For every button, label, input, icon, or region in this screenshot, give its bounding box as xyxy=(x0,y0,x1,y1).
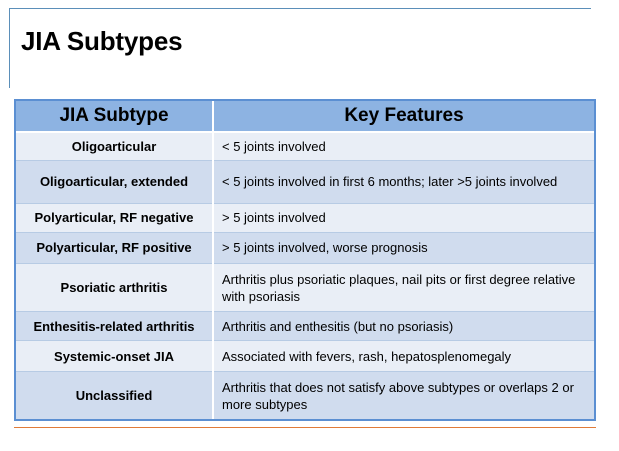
jia-subtypes-table: JIA Subtype Key Features Oligoarticular … xyxy=(14,99,596,421)
table-row: Oligoarticular, extended < 5 joints invo… xyxy=(16,159,594,204)
subtype-cell: Polyarticular, RF positive xyxy=(16,231,213,264)
table-row: Polyarticular, RF positive > 5 joints in… xyxy=(16,231,594,264)
subtype-cell: Systemic-onset JIA xyxy=(16,340,213,372)
slide-title: JIA Subtypes xyxy=(21,26,183,56)
title-frame-top-line xyxy=(9,8,591,9)
table-row: Unclassified Arthritis that does not sat… xyxy=(16,371,594,419)
subtype-cell: Enthesitis-related arthritis xyxy=(16,311,213,341)
table-row: Oligoarticular < 5 joints involved xyxy=(16,131,594,161)
column-header-subtype: JIA Subtype xyxy=(16,101,213,133)
subtype-cell: Oligoarticular xyxy=(16,131,213,161)
features-cell: Arthritis and enthesitis (but no psorias… xyxy=(212,311,594,341)
table-header-row: JIA Subtype Key Features xyxy=(16,101,594,133)
subtype-cell: Unclassified xyxy=(16,371,213,419)
bottom-accent-line xyxy=(14,427,596,428)
subtype-cell: Oligoarticular, extended xyxy=(16,159,213,204)
features-cell: > 5 joints involved, worse prognosis xyxy=(212,231,594,264)
features-cell: Arthritis plus psoriatic plaques, nail p… xyxy=(212,262,594,312)
table-row: Polyarticular, RF negative > 5 joints in… xyxy=(16,202,594,233)
column-header-key-features: Key Features xyxy=(212,101,594,133)
features-cell: > 5 joints involved xyxy=(212,202,594,233)
subtype-cell: Polyarticular, RF negative xyxy=(16,202,213,233)
features-cell: < 5 joints involved xyxy=(212,131,594,161)
features-cell: Arthritis that does not satisfy above su… xyxy=(212,371,594,419)
subtype-cell: Psoriatic arthritis xyxy=(16,262,213,312)
features-cell: Associated with fevers, rash, hepatosple… xyxy=(212,340,594,372)
table-row: Systemic-onset JIA Associated with fever… xyxy=(16,340,594,372)
title-frame-left-line xyxy=(9,8,10,88)
table-row: Enthesitis-related arthritis Arthritis a… xyxy=(16,311,594,341)
table-row: Psoriatic arthritis Arthritis plus psori… xyxy=(16,262,594,312)
features-cell: < 5 joints involved in first 6 months; l… xyxy=(212,159,594,204)
